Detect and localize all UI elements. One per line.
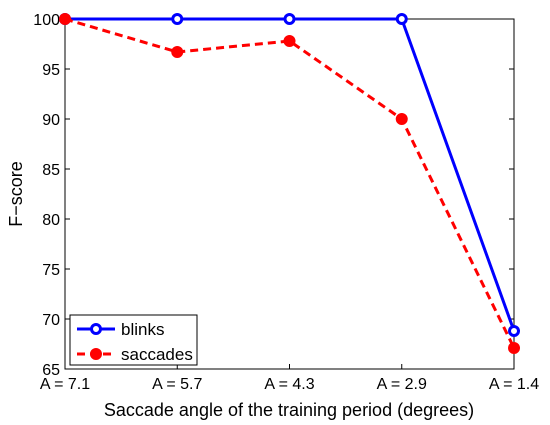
x-tick-label: A = 2.9 xyxy=(377,376,427,393)
x-tick-label: A = 7.1 xyxy=(40,376,90,393)
legend-label-blinks: blinks xyxy=(121,320,164,339)
data-point-blinks xyxy=(171,13,184,25)
plot-area xyxy=(64,18,515,370)
series-layer xyxy=(59,13,520,354)
x-tick-label: A = 1.4 xyxy=(489,376,539,393)
legend-label-saccades: saccades xyxy=(121,345,193,364)
y-tick-label: 65 xyxy=(42,362,60,379)
y-tick-label: 70 xyxy=(42,312,60,329)
data-point-blinks xyxy=(283,13,296,25)
y-tick-label: 85 xyxy=(42,162,60,179)
y-tick-label: 100 xyxy=(33,12,60,29)
data-point-saccades xyxy=(395,113,408,125)
data-point-blinks xyxy=(508,325,520,337)
y-tick-label: 80 xyxy=(42,212,60,229)
x-tick-label: A = 5.7 xyxy=(152,376,202,393)
legend: blinks saccades xyxy=(69,314,198,366)
legend-marker-blinks xyxy=(90,323,102,335)
data-point-saccades xyxy=(171,46,184,58)
y-axis-label: F−score xyxy=(6,161,26,227)
data-point-saccades xyxy=(59,13,71,25)
legend-marker-saccades xyxy=(90,348,102,360)
data-point-saccades xyxy=(283,35,296,47)
y-tick-label: 95 xyxy=(42,62,60,79)
y-tick-label: 90 xyxy=(42,112,60,129)
data-point-saccades xyxy=(508,342,520,354)
y-tick-label: 75 xyxy=(42,262,60,279)
y-axis: 65 70 75 80 85 90 95 100 xyxy=(33,12,514,379)
series-line-saccades xyxy=(64,17,516,349)
x-tick-label: A = 4.3 xyxy=(264,376,314,393)
x-axis-label: Saccade angle of the training period (de… xyxy=(104,400,474,420)
x-axis: A = 7.1 A = 5.7 A = 4.3 A = 2.9 A = 1.4 xyxy=(40,19,539,393)
data-point-blinks xyxy=(395,13,408,25)
